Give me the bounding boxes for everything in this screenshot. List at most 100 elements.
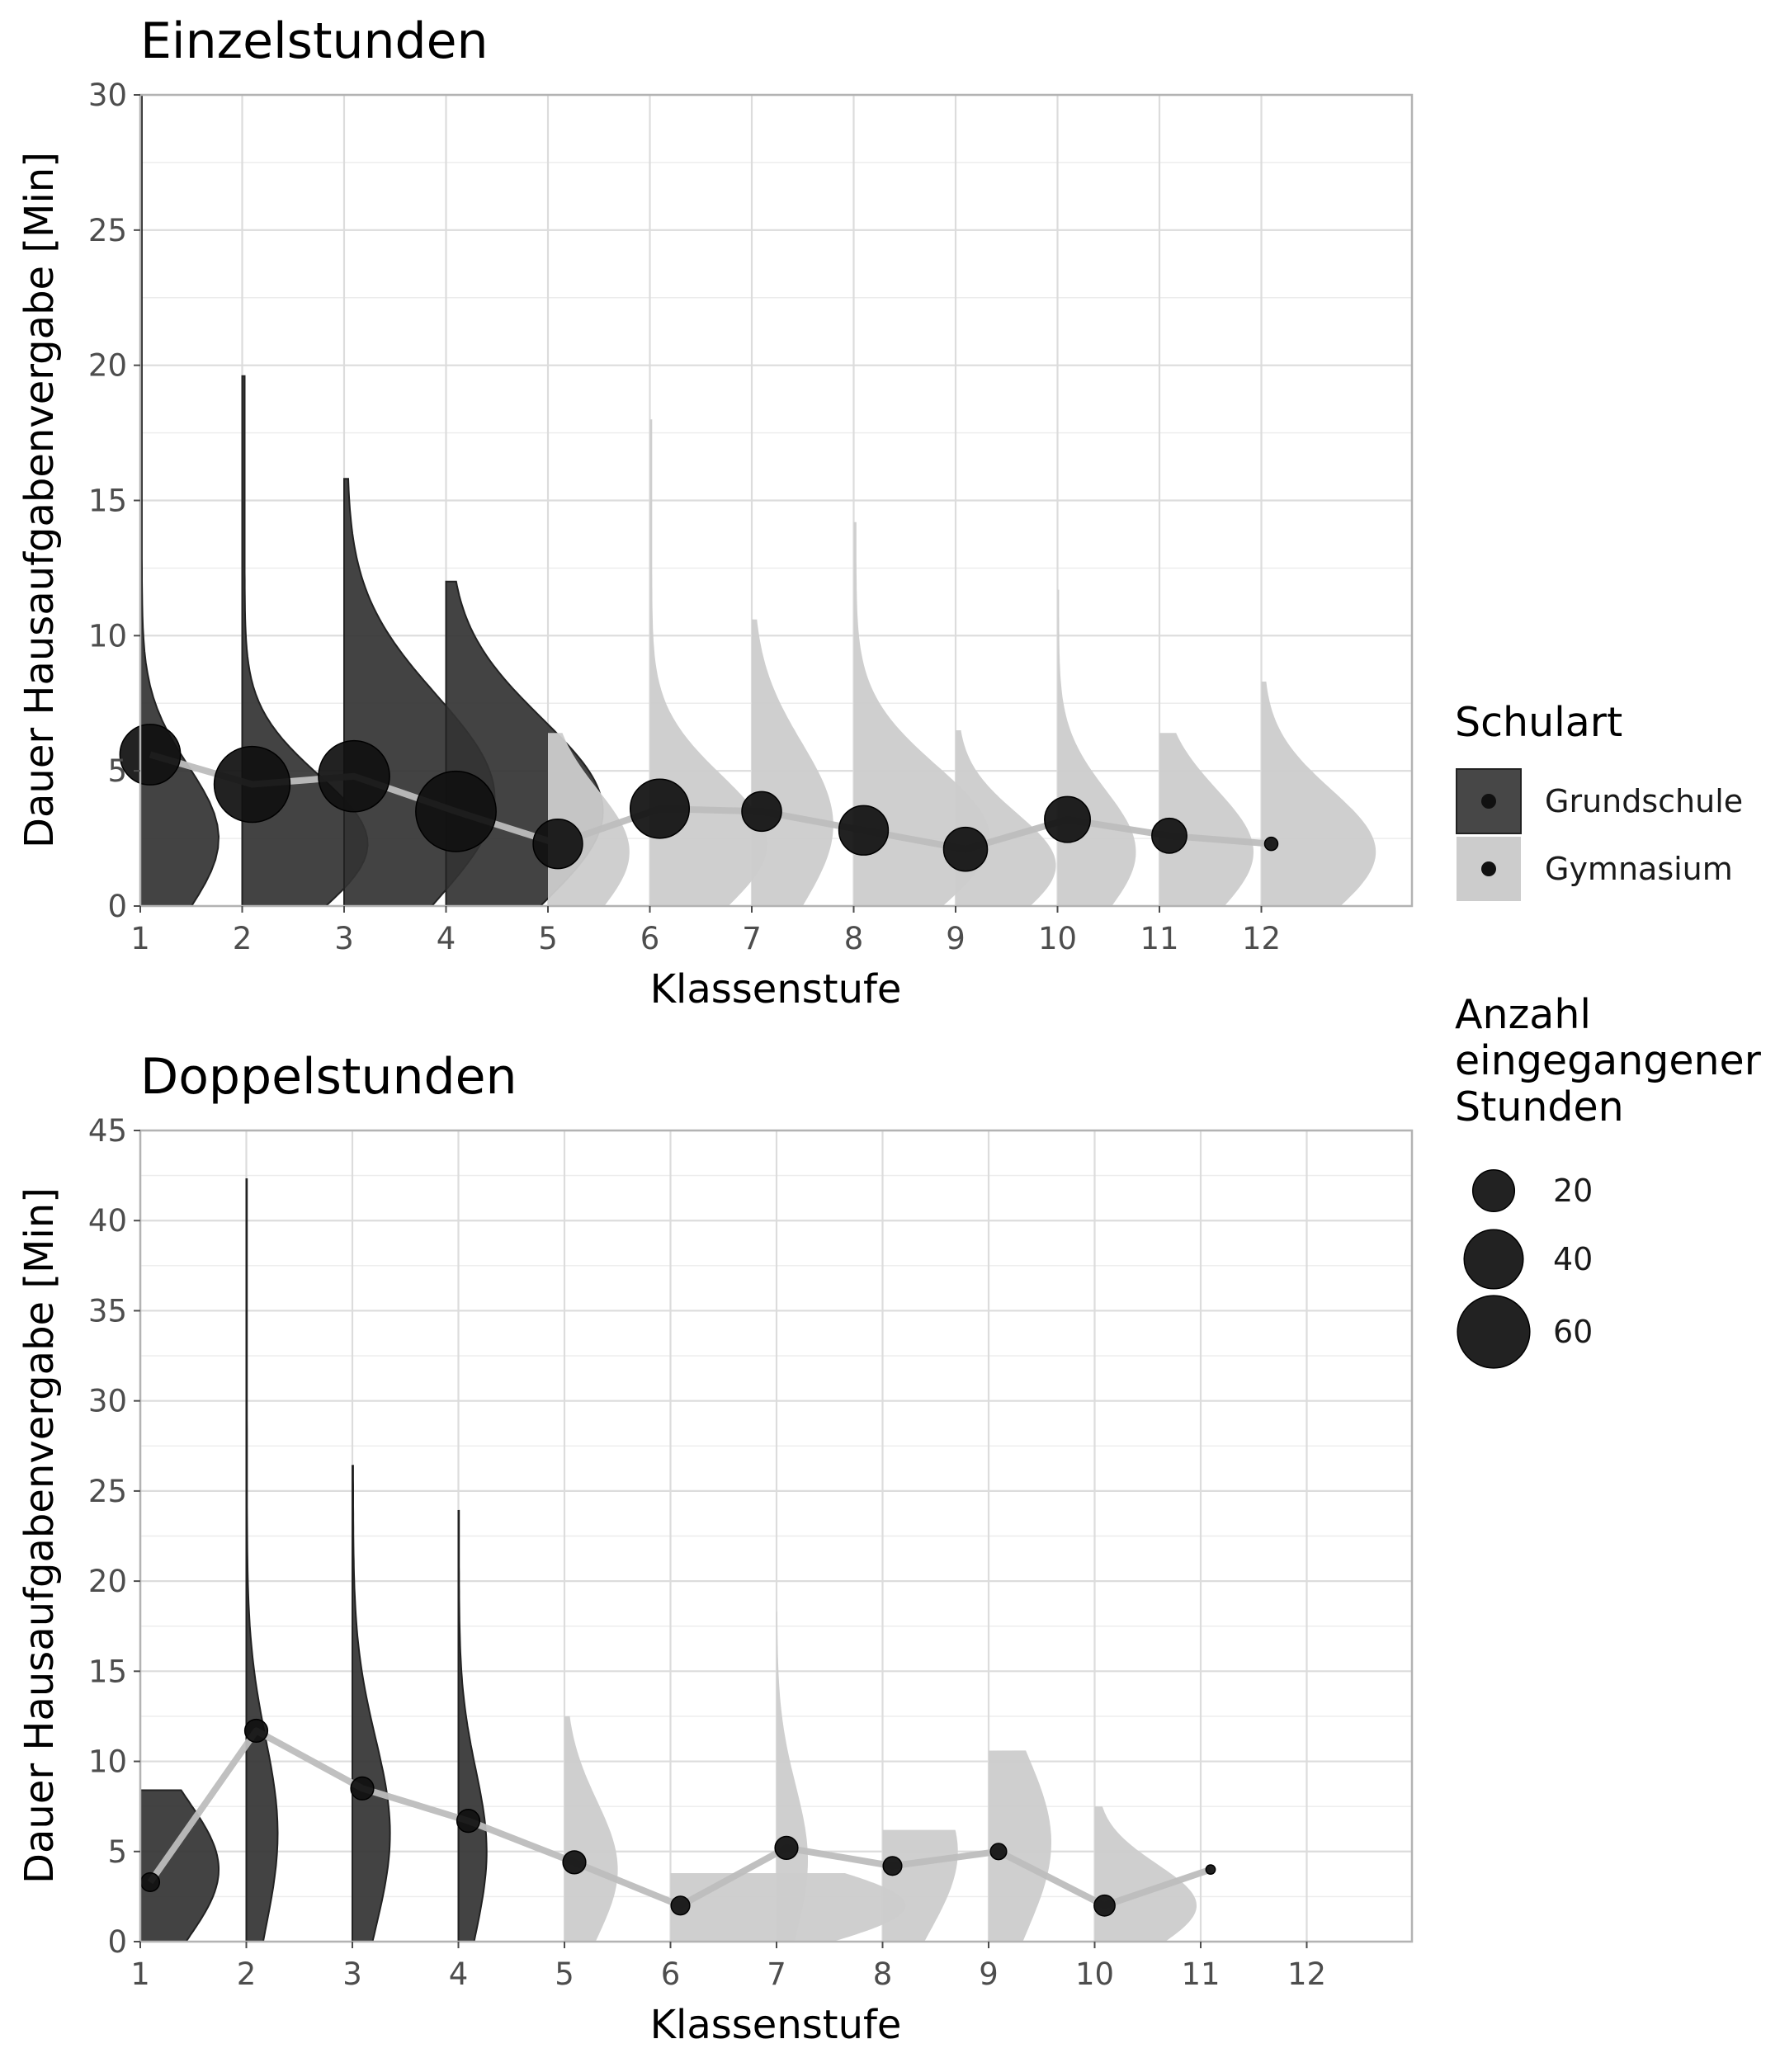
size-legend-circle-20 <box>1471 1168 1516 1213</box>
y-tick-label: 20 <box>88 1564 127 1599</box>
mean-point-klasse-3 <box>318 739 390 813</box>
y-tick-label: 15 <box>88 1654 127 1689</box>
y-tick-label: 30 <box>88 78 127 113</box>
legend-size: Anzahl eingegangener Stunden 20 40 60 <box>1455 991 1762 1369</box>
mean-point-klasse-4 <box>415 770 497 852</box>
violin-klasse-9 <box>989 1750 1051 1942</box>
violin-klasse-10 <box>1094 1806 1197 1942</box>
mean-point-klasse-5 <box>532 818 583 870</box>
mean-line-and-points <box>119 724 1279 872</box>
x-tick-label: 3 <box>334 921 354 956</box>
panel-title-einzelstunden: Einzelstunden <box>140 12 489 70</box>
x-tick-label: 9 <box>979 1956 999 1992</box>
legend-title-line-3: Stunden <box>1455 1083 1624 1130</box>
mean-point-klasse-7 <box>741 791 782 833</box>
x-tick-label: 11 <box>1140 921 1178 956</box>
x-tick-label: 1 <box>130 1956 150 1992</box>
x-tick-label: 12 <box>1287 1956 1326 1992</box>
y-axis-label: Dauer Hausaufgabenvergabe [Min] <box>17 152 63 848</box>
x-axis-label: Klassenstufe <box>650 2002 902 2048</box>
mean-point-klasse-10 <box>1093 1894 1116 1917</box>
x-tick-label: 4 <box>449 1956 469 1992</box>
mean-point-klasse-7 <box>774 1835 799 1861</box>
legend-schulart: Schulart Grundschule Gymnasium <box>1455 699 1743 901</box>
x-tick-label: 11 <box>1181 1956 1220 1992</box>
mean-point-klasse-1 <box>119 724 182 786</box>
mean-point-klasse-8 <box>838 805 890 856</box>
mean-point-klasse-6 <box>629 778 691 839</box>
y-tick-label: 10 <box>88 618 127 654</box>
violin-klasse-12 <box>1261 682 1376 906</box>
legend-title-line-1: Anzahl <box>1455 991 1591 1038</box>
violin-klasse-7 <box>752 619 833 906</box>
violin-klasse-3 <box>352 1465 391 1942</box>
y-tick-label: 0 <box>107 889 127 924</box>
violin-klasse-5 <box>564 1716 618 1942</box>
mean-point-klasse-10 <box>1044 795 1091 843</box>
x-tick-label: 10 <box>1038 921 1077 956</box>
size-legend-circle-40 <box>1463 1229 1524 1290</box>
x-tick-label: 6 <box>640 921 660 956</box>
x-tick-label: 7 <box>767 1956 786 1992</box>
mean-point-klasse-11 <box>1151 817 1187 854</box>
x-tick-label: 9 <box>946 921 966 956</box>
y-tick-label: 25 <box>88 213 127 248</box>
violin-klasse-7 <box>777 1612 808 1942</box>
violin-klasse-11 <box>1159 733 1254 906</box>
size-legend-label-40: 40 <box>1553 1241 1593 1277</box>
violin-klasse-6 <box>649 419 767 906</box>
mean-point-klasse-9 <box>942 826 989 872</box>
legend-title-schulart: Schulart <box>1455 699 1622 746</box>
mean-point-klasse-2 <box>243 1718 269 1744</box>
mean-point-klasse-3 <box>350 1776 375 1801</box>
mean-point-klasse-9 <box>989 1843 1008 1861</box>
y-tick-label: 0 <box>107 1924 127 1960</box>
x-tick-label: 8 <box>844 921 864 956</box>
size-legend-circle-60 <box>1457 1295 1531 1369</box>
x-tick-label: 8 <box>873 1956 893 1992</box>
mean-point-klasse-6 <box>670 1895 691 1916</box>
legend-key-point-gymnasium <box>1481 861 1496 876</box>
violin-klasse-8 <box>882 1829 958 1942</box>
mean-point-klasse-2 <box>213 745 291 824</box>
legend-label-grundschule: Grundschule <box>1545 783 1743 819</box>
size-legend-label-60: 60 <box>1553 1314 1593 1350</box>
x-axis-label: Klassenstufe <box>650 966 902 1012</box>
legend-title-line-2: eingegangener <box>1455 1037 1762 1084</box>
y-tick-label: 15 <box>88 484 127 519</box>
y-tick-label: 10 <box>88 1744 127 1780</box>
x-tick-label: 6 <box>661 1956 681 1992</box>
grid <box>139 1129 1412 1943</box>
mean-point-klasse-8 <box>882 1856 903 1876</box>
y-tick-label: 40 <box>88 1203 127 1239</box>
y-tick-label: 35 <box>88 1293 127 1329</box>
violin-klasse-1 <box>139 1789 220 1942</box>
violin-klasse-10 <box>1057 589 1136 906</box>
legend-key-point-grundschule <box>1481 794 1496 809</box>
y-tick-label: 45 <box>88 1113 127 1149</box>
y-tick-label: 30 <box>88 1384 127 1419</box>
y-tick-label: 20 <box>88 348 127 384</box>
y-axis-label: Dauer Hausaufgabenvergabe [Min] <box>17 1187 63 1884</box>
y-tick-label: 25 <box>88 1474 127 1509</box>
x-tick-label: 12 <box>1242 921 1281 956</box>
x-tick-label: 7 <box>742 921 762 956</box>
x-tick-label: 1 <box>130 921 150 956</box>
x-tick-label: 5 <box>555 1956 574 1992</box>
x-tick-label: 3 <box>342 1956 362 1992</box>
size-legend-keys: 20 40 60 <box>1457 1168 1593 1369</box>
violin-klasse-1 <box>139 94 220 907</box>
violins <box>139 1178 1197 1942</box>
mean-point-klasse-12 <box>1263 836 1279 852</box>
x-tick-label: 2 <box>237 1956 257 1992</box>
y-tick-label: 5 <box>107 1834 127 1870</box>
mean-point-klasse-11 <box>1205 1864 1216 1876</box>
x-tick-label: 10 <box>1075 1956 1114 1992</box>
mean-point-klasse-1 <box>139 1871 161 1892</box>
violin-klasse-9 <box>956 730 1056 906</box>
